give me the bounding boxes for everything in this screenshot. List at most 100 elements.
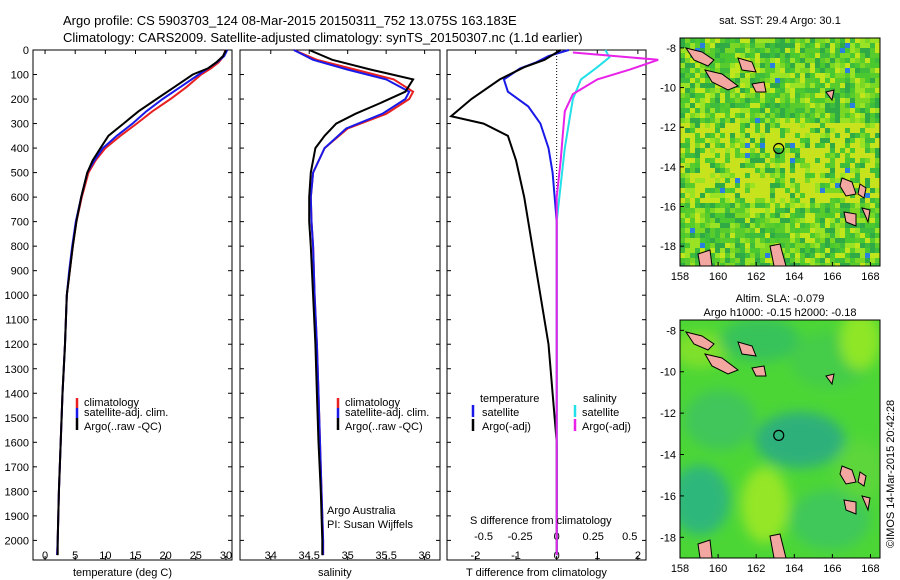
sst-cell (765, 168, 770, 173)
sst-cell (720, 38, 725, 43)
map-x-tick-label: 166 (823, 563, 841, 575)
sst-cell (775, 53, 780, 58)
sst-cell (770, 78, 775, 83)
sst-cell (815, 138, 820, 143)
sst-cell (815, 258, 820, 263)
sst-cell (835, 248, 840, 253)
sst-cell (815, 173, 820, 178)
sla-map-subtitle: Argo h1000: -0.15 h2000: -0.18 (704, 307, 857, 319)
sst-cell (700, 173, 705, 178)
sst-cell (760, 218, 765, 223)
sst-cell (750, 208, 755, 213)
sst-cell (835, 143, 840, 148)
sst-cell (765, 118, 770, 123)
sst-cell (785, 43, 790, 48)
sst-cell (770, 183, 775, 188)
sst-cell (785, 93, 790, 98)
sst-cell (840, 198, 845, 203)
sst-cell (685, 38, 690, 43)
sst-cell (700, 158, 705, 163)
sst-cell (760, 98, 765, 103)
sst-cell (840, 148, 845, 153)
sst-cell (850, 148, 855, 153)
sst-cell (845, 118, 850, 123)
sst-cell (690, 78, 695, 83)
sst-cell (855, 138, 860, 143)
sst-cell (750, 78, 755, 83)
sst-cell (750, 118, 755, 123)
sst-cell (865, 123, 870, 128)
sst-cell (865, 83, 870, 88)
sst-cell (800, 73, 805, 78)
sst-cell (720, 153, 725, 158)
sst-cell (685, 243, 690, 248)
sst-cell (870, 168, 875, 173)
sst-cell (825, 178, 830, 183)
sst-cell (805, 263, 810, 266)
sst-cell (725, 113, 730, 118)
sst-cell (835, 198, 840, 203)
sst-cell (740, 148, 745, 153)
sst-cell (805, 113, 810, 118)
sst-cell (860, 158, 865, 163)
sst-cell (830, 163, 835, 168)
sst-cell (685, 123, 690, 128)
sst-cell (780, 233, 785, 238)
sst-cell (815, 78, 820, 83)
y-tick-label: 0 (23, 45, 29, 57)
sst-cell (835, 88, 840, 93)
sst-cell (695, 128, 700, 133)
sst-cell (765, 48, 770, 53)
sst-cell (705, 138, 710, 143)
sst-cell (820, 248, 825, 253)
sst-cell (750, 113, 755, 118)
sst-cell (875, 178, 880, 183)
sst-cell (710, 233, 715, 238)
difference-plot-frame (446, 49, 647, 561)
sst-cell (805, 153, 810, 158)
sst-cell (680, 158, 685, 163)
sst-cell (700, 133, 705, 138)
sst-cell (780, 68, 785, 73)
sst-cell (730, 143, 735, 148)
sst-cell (830, 83, 835, 88)
sst-cell (770, 208, 775, 213)
sst-cell (760, 43, 765, 48)
sst-cell (740, 203, 745, 208)
sst-cell (815, 188, 820, 193)
sst-cell (710, 158, 715, 163)
sst-cell (805, 143, 810, 148)
sst-cell (730, 93, 735, 98)
sst-cell (870, 98, 875, 103)
sst-cell (860, 88, 865, 93)
sst-cell (715, 168, 720, 173)
sst-cell (735, 198, 740, 203)
sst-cell (750, 223, 755, 228)
sst-cell (855, 193, 860, 198)
sst-cell (695, 188, 700, 193)
sst-cell (715, 118, 720, 123)
sst-cell (840, 203, 845, 208)
sst-cell (825, 128, 830, 133)
sst-cell (715, 153, 720, 158)
sst-cell (730, 48, 735, 53)
salinity-series (293, 49, 415, 556)
sst-cell (730, 113, 735, 118)
sst-cell (800, 228, 805, 233)
sst-cell (755, 203, 760, 208)
sst-cell (825, 143, 830, 148)
sst-cell (860, 118, 865, 123)
sst-cell (680, 68, 685, 73)
sst-cell (695, 143, 700, 148)
sst-cell (815, 93, 820, 98)
sst-cell (775, 193, 780, 198)
sst-cell (750, 88, 755, 93)
sst-cell (795, 148, 800, 153)
sst-cell (775, 158, 780, 163)
sst-cell (840, 163, 845, 168)
sst-cell (695, 158, 700, 163)
sst-cell (770, 188, 775, 193)
sst-cell (740, 108, 745, 113)
sst-cell (775, 113, 780, 118)
sst-cell (745, 113, 750, 118)
